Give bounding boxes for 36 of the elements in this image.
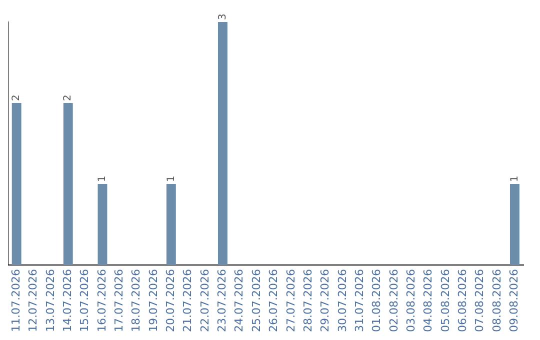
x-tick-label: 02.08.2026 — [387, 269, 400, 332]
data-label: 1 — [509, 176, 520, 182]
x-tick-label: 22.07.2026 — [198, 269, 212, 332]
data-label: 2 — [62, 94, 74, 102]
x-tick-label: 17.07.2026 — [112, 269, 126, 332]
x-tick-label: 20.07.2026 — [164, 269, 178, 332]
x-tick-label: 30.07.2026 — [336, 269, 349, 332]
x-tick-label: 06.08.2026 — [456, 269, 470, 332]
x-tick-label: 13.07.2026 — [44, 269, 57, 332]
x-tick-label: 14.07.2026 — [60, 269, 74, 332]
x-tick-label: 24.07.2026 — [232, 269, 246, 332]
data-label: 3 — [217, 14, 228, 20]
x-tick-label: 28.07.2026 — [301, 269, 314, 332]
x-tick-label: 03.08.2026 — [404, 269, 418, 332]
x-tick-label: 05.08.2026 — [438, 269, 452, 332]
x-tick-label: 27.07.2026 — [284, 269, 298, 332]
x-tick-label: 12.07.2026 — [26, 269, 40, 332]
x-tick-label: 15.07.2026 — [78, 269, 92, 332]
x-tick-label: 09.08.2026 — [508, 269, 521, 332]
x-tick-label: 23.07.2026 — [216, 269, 229, 332]
x-tick-label: 16.07.2026 — [95, 269, 108, 332]
data-label: 2 — [11, 94, 22, 102]
x-tick-label: 31.07.2026 — [352, 269, 366, 332]
x-tick-label: 07.08.2026 — [473, 269, 486, 332]
x-tick-label: 21.07.2026 — [181, 269, 194, 332]
x-tick-label: 08.08.2026 — [490, 269, 504, 332]
x-tick-label: 01.08.2026 — [370, 269, 384, 332]
x-tick-label: 19.07.2026 — [146, 269, 160, 332]
x-tick-label: 18.07.2026 — [130, 269, 143, 332]
x-tick-label: 26.07.2026 — [267, 269, 280, 332]
x-tick-label: 25.07.2026 — [250, 269, 263, 332]
data-label: 1 — [166, 176, 177, 182]
x-tick-label: 04.08.2026 — [422, 269, 435, 332]
x-tick-label: 29.07.2026 — [318, 269, 332, 332]
data-label: 1 — [97, 176, 108, 182]
x-tick-label: 11.07.2026 — [9, 269, 22, 332]
